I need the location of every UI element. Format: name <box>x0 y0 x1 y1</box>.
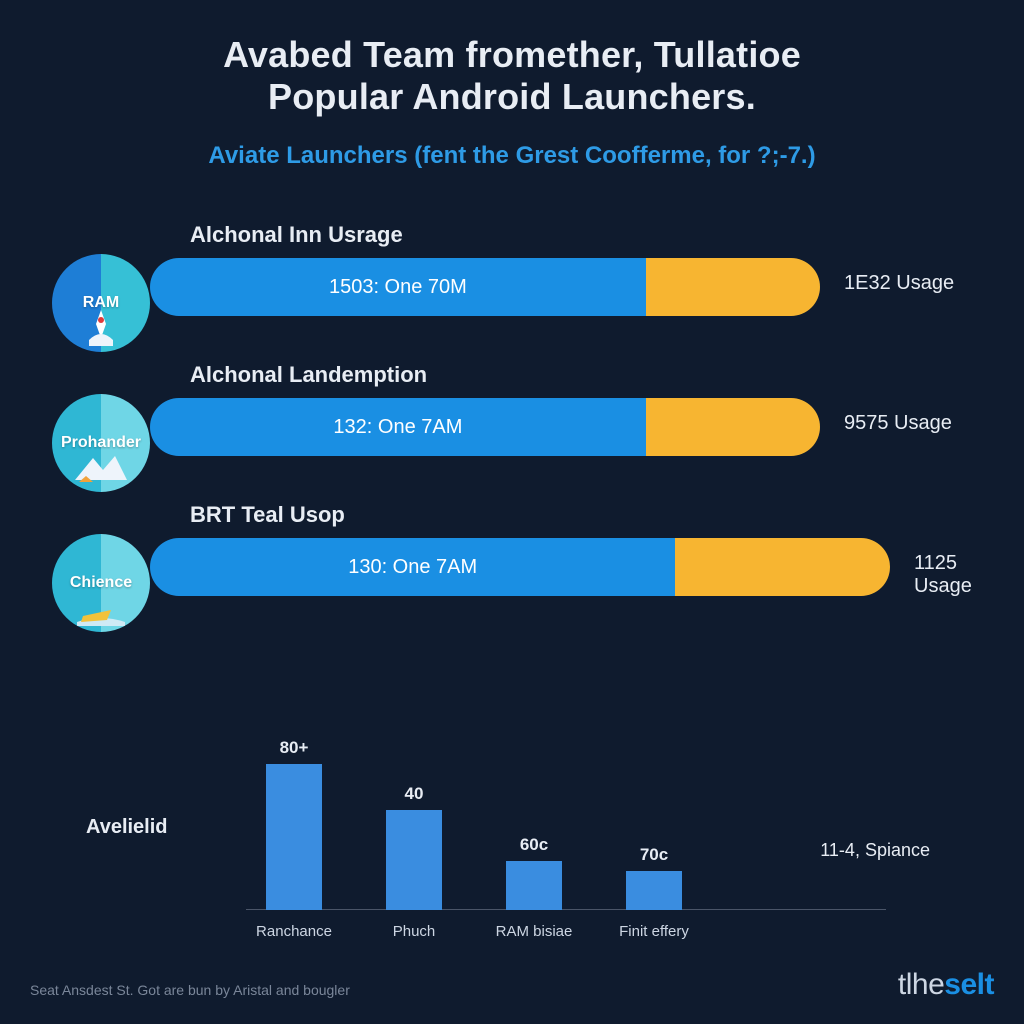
metric-icon: Prohander <box>52 394 150 492</box>
metric-row: Chience BRT Teal Usop 130: One 7AM 1125 Usa… <box>62 496 976 636</box>
metric-right-label: 1E32 Usage <box>844 272 954 295</box>
header: Avabed Team fromether, Tullatioe Popular… <box>0 0 1024 170</box>
metric-bar: 1503: One 70M <box>150 258 820 316</box>
brand-part-1: tlhe <box>898 968 944 1001</box>
mini-bar: 60c <box>506 861 562 910</box>
metric-right-label: 1125 Usage <box>914 552 976 598</box>
metric-bar-main: 130: One 7AM <box>150 538 675 596</box>
metric-row: Prohander Alchonal Landemption 132: One 7A… <box>62 356 976 496</box>
mini-bar: 80+ <box>266 764 322 910</box>
metric-icon-label: Chience <box>70 574 132 592</box>
mini-bar-value: 80+ <box>266 738 322 758</box>
mini-bar-value: 40 <box>386 784 442 804</box>
mini-chart-baseline <box>246 909 886 910</box>
brand-logo: tlheselt <box>898 968 994 1002</box>
metric-icon: Chience <box>52 534 150 632</box>
metric-bar-main: 132: One 7AM <box>150 398 646 456</box>
title-line-1: Avabed Team fromether, Tullatioe <box>0 34 1024 76</box>
mini-bar-category: RAM bisiae <box>469 923 599 940</box>
mountain-icon <box>71 446 131 486</box>
metric-title: Alchonal Inn Usrage <box>190 222 403 248</box>
title-line-2: Popular Android Launchers. <box>0 76 1024 118</box>
mini-bar-category: Ranchance <box>229 923 359 940</box>
subtitle: Aviate Launchers (fent the Grest Cooffer… <box>0 142 1024 170</box>
rocket-icon <box>71 306 131 346</box>
metric-right-label: 9575 Usage <box>844 412 952 435</box>
metric-bar-cap <box>675 538 890 596</box>
metric-bar-main: 1503: One 70M <box>150 258 646 316</box>
mini-chart-plot: 80+Ranchance40Phuch60cRAM bisiae70cFinit… <box>246 730 766 910</box>
metric-icon: RAM <box>52 254 150 352</box>
mini-chart: Avelielid 11-4, Spiance 80+Ranchance40Ph… <box>86 730 936 940</box>
brand-part-2: selt <box>944 968 994 1001</box>
mini-chart-axis-label: Avelielid <box>86 816 168 839</box>
mini-bar-category: Phuch <box>349 923 479 940</box>
metric-icon-label: Prohander <box>61 434 141 452</box>
mini-bar-value: 60c <box>506 835 562 855</box>
mini-chart-right-label: 11-4, Spiance <box>820 840 930 861</box>
metric-bar-cap <box>646 398 820 456</box>
metrics-section: RAM Alchonal Inn Usrage 1503: One 70M 1E32 … <box>0 216 1024 636</box>
metric-row: RAM Alchonal Inn Usrage 1503: One 70M 1E32 … <box>62 216 976 356</box>
mini-bar-value: 70c <box>626 845 682 865</box>
mini-bar-category: Finit effery <box>589 923 719 940</box>
metric-bar: 132: One 7AM <box>150 398 820 456</box>
metric-bar: 130: One 7AM <box>150 538 890 596</box>
metric-title: BRT Teal Usop <box>190 502 345 528</box>
metric-icon-label: RAM <box>83 294 119 312</box>
boat-icon <box>71 586 131 626</box>
metric-title: Alchonal Landemption <box>190 362 427 388</box>
mini-bar: 70c <box>626 871 682 910</box>
mini-bar: 40 <box>386 810 442 910</box>
footer-note: Seat Ansdest St. Got are bun by Aristal … <box>30 982 350 998</box>
metric-bar-cap <box>646 258 820 316</box>
